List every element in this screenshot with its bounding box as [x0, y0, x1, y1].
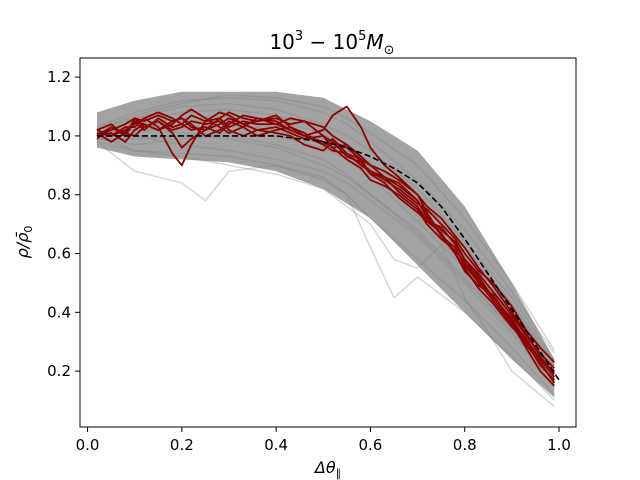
background-series-line-3 — [96, 96, 555, 354]
background-series-line-5 — [96, 141, 555, 396]
y-tick-label: 0.2 — [47, 362, 71, 380]
background-series-line-7 — [96, 135, 555, 387]
background-series-line-2 — [96, 135, 555, 384]
plot-area — [96, 91, 560, 407]
x-axis: 0.0 0.2 0.4 0.6 0.8 1.0 — [76, 427, 571, 454]
highlight-series-layer — [96, 105, 556, 387]
chart-title: 103 − 105M⊙ — [269, 29, 394, 58]
y-tick-label: 0.4 — [47, 303, 71, 321]
highlight-series-line-6 — [96, 111, 555, 369]
y-tick-label: 1.2 — [47, 68, 71, 86]
plot-frame — [79, 57, 577, 428]
background-series-line-12 — [96, 129, 555, 381]
background-series-line-9 — [96, 94, 555, 351]
x-tick-label: 0.2 — [170, 436, 194, 454]
y-tick-label: 0.6 — [47, 245, 71, 263]
x-tick-label: 0.4 — [264, 436, 288, 454]
x-tick-label: 0.0 — [76, 436, 100, 454]
highlight-series-line-5 — [96, 117, 555, 387]
mean-curve-layer — [96, 135, 560, 381]
x-tick-label: 1.0 — [547, 436, 571, 454]
y-axis: 0.2 0.4 0.6 0.8 1.0 1.2 — [47, 68, 80, 380]
x-tick-label: 0.6 — [359, 436, 383, 454]
y-tick-label: 0.8 — [47, 186, 71, 204]
highlight-series-line-8 — [96, 120, 556, 384]
y-axis-label: ρ/ρ̄0 — [13, 226, 35, 259]
mean-curve-line — [96, 135, 560, 381]
background-series-line-13 — [96, 141, 555, 402]
x-tick-label: 0.8 — [453, 436, 477, 454]
background-series-line-14 — [96, 135, 555, 407]
x-axis-label: Δθ∥ — [313, 458, 341, 480]
y-tick-label: 1.0 — [47, 127, 71, 145]
